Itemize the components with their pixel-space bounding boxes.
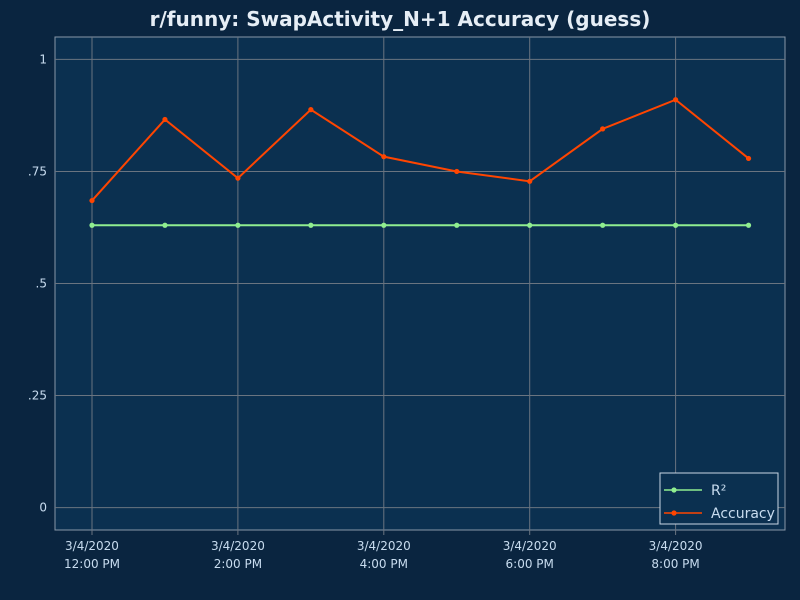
x-tick-label-date: 3/4/2020	[65, 539, 119, 553]
chart-title: r/funny: SwapActivity_N+1 Accuracy (gues…	[150, 7, 651, 31]
x-tick-label-time: 2:00 PM	[214, 557, 262, 571]
x-tick-label-time: 8:00 PM	[651, 557, 699, 571]
y-tick-label: .5	[36, 277, 47, 291]
data-point-r2	[454, 222, 460, 228]
y-tick-label: 1	[39, 52, 47, 66]
data-point-r2	[673, 222, 679, 228]
data-point-r2	[600, 222, 606, 228]
data-point-accuracy	[162, 116, 168, 123]
data-point-accuracy	[600, 126, 606, 132]
legend-marker-accuracy	[671, 510, 677, 516]
x-tick-label-date: 3/4/2020	[649, 539, 703, 553]
series-line-accuracy	[91, 98, 750, 202]
data-point-accuracy	[381, 154, 387, 160]
data-point-r2	[235, 222, 241, 228]
data-point-r2	[745, 222, 752, 228]
data-point-accuracy	[527, 178, 533, 184]
x-tick-label-time: 12:00 PM	[64, 557, 120, 571]
grid-layer	[55, 37, 785, 530]
legend-box	[659, 472, 779, 525]
data-point-accuracy	[89, 197, 95, 204]
y-tick-label: .75	[28, 164, 47, 178]
data-point-r2	[308, 222, 314, 228]
data-point-r2	[162, 222, 168, 228]
y-tick-label: .25	[28, 389, 47, 403]
data-point-accuracy	[308, 107, 314, 113]
axis-layer: 1 .75 .5 .25 0 3/4/2020 12:00 PM 3/4/2020 2:00 P…	[28, 52, 703, 571]
legend-marker-r2	[671, 487, 677, 493]
y-tick-label: 0	[39, 501, 47, 515]
data-point-accuracy	[235, 175, 241, 181]
legend-label-r2: R²	[711, 483, 726, 499]
x-tick-label-time: 6:00 PM	[506, 557, 554, 571]
x-tick-label-time: 4:00 PM	[360, 557, 408, 571]
data-point-accuracy	[673, 97, 679, 103]
data-point-accuracy	[454, 168, 460, 175]
data-point-accuracy	[745, 155, 752, 162]
x-tick-label-date: 3/4/2020	[357, 539, 411, 553]
legend: R² Accuracy	[659, 472, 779, 525]
data-point-r2	[527, 222, 533, 228]
series-layer	[89, 97, 752, 228]
legend-label-accuracy: Accuracy	[711, 506, 775, 522]
data-point-r2	[381, 222, 387, 228]
x-tick-label-date: 3/4/2020	[503, 539, 557, 553]
x-tick-label-date: 3/4/2020	[211, 539, 265, 553]
data-point-r2	[89, 222, 95, 228]
